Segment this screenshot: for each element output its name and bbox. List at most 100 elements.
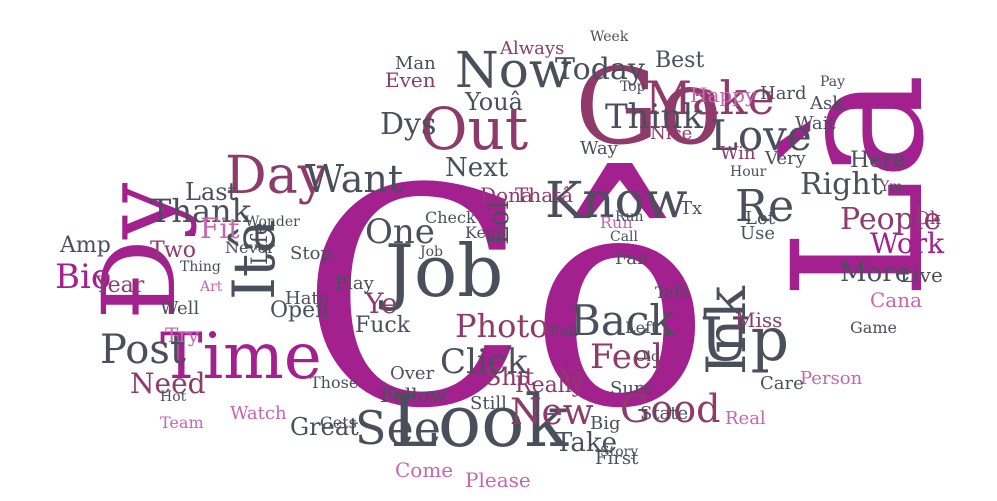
cloud-word: Shit [485,363,535,391]
cloud-word: Old [635,349,660,365]
cloud-word: Back [570,296,675,345]
cloud-word: Love [710,111,812,160]
cloud-word: Over [390,363,435,384]
cloud-word: Try [165,323,200,347]
cloud-word: Fuck [355,313,411,338]
cloud-word: Now [455,41,572,99]
cloud-word: Hot [160,389,187,405]
cloud-word: Think [605,97,703,137]
cloud-word: Watch [230,403,287,424]
cloud-word: Nice [650,123,693,144]
cloud-word: Man [395,53,436,74]
cloud-word: Click [440,342,528,382]
cloud-word: Up [700,305,789,375]
cloud-word: Person [800,368,863,389]
cloud-word: Hour [730,164,767,180]
cloud-word: Tx [680,198,703,219]
cloud-word: Go [575,46,723,168]
cloud-word: Need [130,367,206,400]
cloud-word: Week [590,29,629,45]
cloud-word: Gets [320,413,357,432]
cloud-word: First [595,448,639,469]
cloud-word: Post [100,327,186,373]
cloud-word: Thing [180,259,221,275]
cloud-word: New [510,392,594,433]
cloud-word: Use [740,223,776,244]
cloud-word: Always [500,38,565,59]
cloud-word: People [840,202,942,237]
cloud-word: Cana [870,288,923,312]
cloud-word: Job [420,244,444,260]
cloud-word: Look [390,379,569,463]
cloud-word: Win [720,143,756,164]
cloud-word: Photo [455,307,549,345]
cloud-word: Time [160,320,322,394]
cloud-word: Real [725,408,766,429]
cloud-word: Run [600,213,633,232]
cloud-word: Wait [795,113,836,134]
cloud-word: Ask [810,93,844,114]
cloud-word: Dys [380,107,437,142]
cloud-word: Hate [285,288,330,309]
cloud-word: Call [610,229,639,245]
cloud-word: Hard [760,83,807,104]
cloud-word: Youâ [465,88,523,116]
cloud-word: Way [580,138,618,159]
cloud-word: Very [765,148,806,169]
cloud-word: Follow [380,383,447,407]
cloud-word: Big [590,413,621,434]
cloud-word: Well [160,298,200,319]
cloud-word: More [840,258,911,288]
cloud-word: Work [870,227,945,260]
cloud-word: Stop [290,243,332,264]
cloud-word: Lot [745,208,776,229]
cloud-word: Take [555,428,617,458]
cloud-word: Check [425,208,476,227]
cloud-word: Here [850,148,906,173]
cloud-word: Care [760,373,804,394]
cloud-word: Game [850,318,897,337]
cloud-word: Live [900,263,943,287]
cloud-word: Year [95,273,145,298]
cloud-word: Amp [60,233,111,258]
cloud-word: Run [615,209,644,225]
cloud-word: Cô [300,125,711,474]
cloud-word: Wonder [245,214,300,230]
cloud-word: Best [655,48,705,73]
cloud-word: Thatâ [515,183,574,207]
cloud-word: Come [395,458,454,482]
cloud-word: Pay [820,74,846,90]
cloud-word: See [355,401,441,455]
cloud-word: Day [225,146,328,206]
cloud-word: Job [385,229,504,313]
cloud-word: Great [290,413,359,441]
cloud-word: Sure [610,378,654,399]
cloud-word: Top [620,79,646,95]
cloud-word: Last [185,178,238,206]
cloud-word: Play [335,273,374,294]
cloud-word: Please [465,468,531,492]
cloud-word: Ym [880,179,903,195]
cloud-word: Ok [915,208,941,229]
cloud-word: Two [150,238,196,263]
cloud-word: Out [420,95,529,163]
cloud-word: Happy [690,83,757,107]
cloud-word: Miss [735,308,783,332]
cloud-word: Dona [480,183,533,207]
cloud-word: Left [625,318,658,337]
cloud-word: Today [555,52,645,87]
cloud-word: Good [620,387,721,431]
cloud-word: Open [270,298,330,323]
cloud-word: Art [200,279,223,295]
cloud-word: Team [160,413,204,432]
cloud-word: Make [645,71,775,125]
cloud-word: Those [310,373,359,392]
cloud-word: Story [600,444,639,460]
cloud-word: One [365,212,435,252]
cloud-word: Re [735,181,795,232]
cloud-word: Yâ [560,363,584,387]
cloud-word: Even [385,68,436,92]
cloud-word: Really [515,373,585,398]
cloud-word: Bio [55,257,112,297]
